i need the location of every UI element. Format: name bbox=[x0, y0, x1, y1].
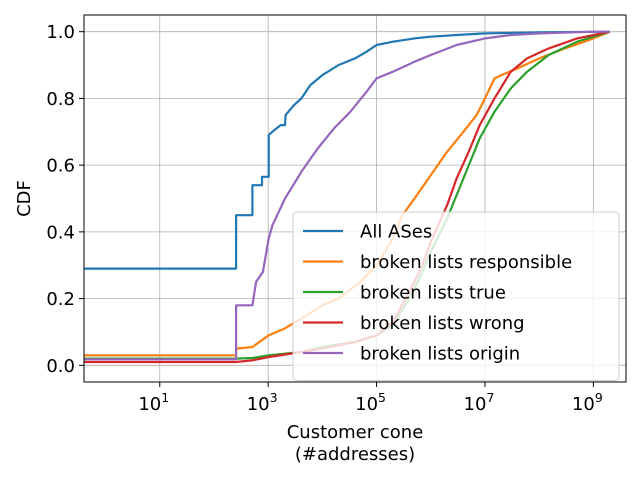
plot-frame bbox=[83, 14, 627, 383]
x-tick-label: 103 bbox=[247, 390, 278, 415]
legend-label-4: broken lists origin bbox=[360, 344, 520, 365]
series-line-4 bbox=[84, 30, 610, 361]
x-tick-label: 101 bbox=[138, 390, 169, 415]
x-axis-label: Customer cone(#addresses) bbox=[287, 422, 424, 465]
series-line-0 bbox=[84, 30, 610, 270]
y-tick-label: 0.4 bbox=[46, 222, 75, 243]
y-tick-label: 0.6 bbox=[46, 156, 75, 177]
legend-label-1: broken lists responsible bbox=[360, 252, 572, 273]
x-tick-label: 105 bbox=[355, 390, 386, 415]
y-axis-label: CDF bbox=[14, 180, 35, 217]
legend-label-3: broken lists wrong bbox=[360, 313, 525, 334]
y-tick-label: 0.0 bbox=[46, 356, 75, 377]
x-ticks: 101 103 105 107 109 bbox=[138, 382, 603, 415]
x-tick-label: 109 bbox=[572, 390, 603, 415]
legend-box bbox=[292, 211, 620, 381]
y-ticks: 0.0 0.2 0.4 0.6 0.8 1.0 bbox=[46, 22, 84, 377]
x-tick-label: 107 bbox=[464, 390, 495, 415]
x-axis-label-line: (#addresses) bbox=[295, 444, 415, 465]
legend: All ASes broken lists responsible broken l… bbox=[292, 211, 620, 381]
y-tick-label: 0.8 bbox=[46, 89, 75, 110]
x-axis-label-line: Customer cone bbox=[287, 422, 424, 443]
y-tick-label: 1.0 bbox=[46, 22, 75, 43]
legend-label-0: All ASes bbox=[360, 222, 432, 243]
y-tick-label: 0.2 bbox=[46, 289, 75, 310]
legend-label-2: broken lists true bbox=[360, 283, 506, 304]
